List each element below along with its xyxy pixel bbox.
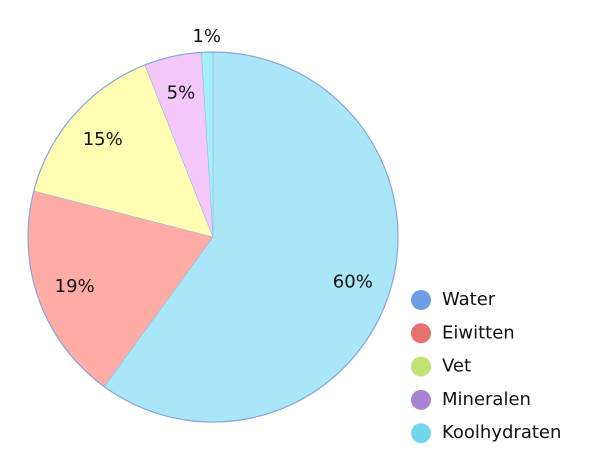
- legend-swatch: [411, 389, 431, 410]
- legend-label: Water: [442, 289, 496, 310]
- slice-label: 1%: [192, 26, 221, 47]
- legend-swatch: [411, 356, 431, 377]
- legend-label: Eiwitten: [442, 322, 515, 343]
- pie-outline: [27, 51, 399, 423]
- slice-label: 5%: [167, 83, 196, 104]
- legend-swatch: [411, 423, 431, 444]
- slice-label: 15%: [83, 129, 123, 150]
- legend-label: Vet: [442, 356, 471, 377]
- legend-swatch: [411, 290, 431, 310]
- legend-label: Koolhydraten: [442, 422, 561, 443]
- legend-label: Mineralen: [442, 389, 531, 410]
- slice-label: 60%: [333, 271, 373, 292]
- slice-label: 19%: [55, 276, 95, 297]
- legend-swatch: [411, 323, 431, 344]
